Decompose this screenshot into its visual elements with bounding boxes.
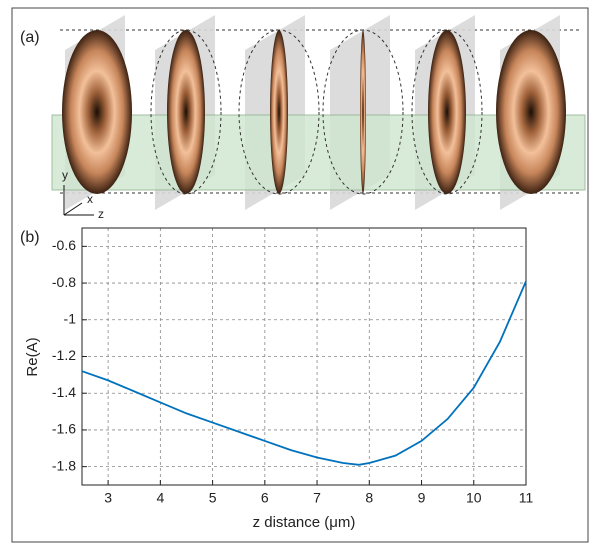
x-tick-label: 4 [156,490,164,506]
frame [11,7,589,543]
x-tick-label: 10 [466,490,482,506]
y-tick-label: -0.8 [52,274,76,290]
y-tick-label: -1.6 [52,421,76,437]
illustration: (a) y x z [20,15,586,221]
x-tick-label: 5 [209,490,217,506]
y-axis-title: Re(A) [24,337,41,376]
axis-label: z [98,207,104,221]
x-tick-label: 11 [519,490,534,506]
x-tick-label: 7 [313,490,321,506]
y-tick-label: -1.4 [52,384,76,400]
y-tick-label: -1.2 [52,347,76,363]
panel-label: (b) [20,229,40,246]
data-line [81,280,527,466]
x-tick-label: 9 [418,490,426,506]
axis-label: y [62,168,68,182]
x-tick-label: 8 [365,490,373,506]
plot-frame [81,227,527,486]
panel-label: (a) [20,29,40,46]
y-tick-label: -1 [64,310,77,326]
y-tick-label: -1.8 [52,457,76,473]
x-tick-label: 3 [104,490,112,506]
x-tick-label: 6 [261,490,269,506]
x-axis-title: z distance (μm) [253,514,356,531]
axis-label: x [87,192,93,206]
y-tick-label: -0.6 [52,237,76,253]
